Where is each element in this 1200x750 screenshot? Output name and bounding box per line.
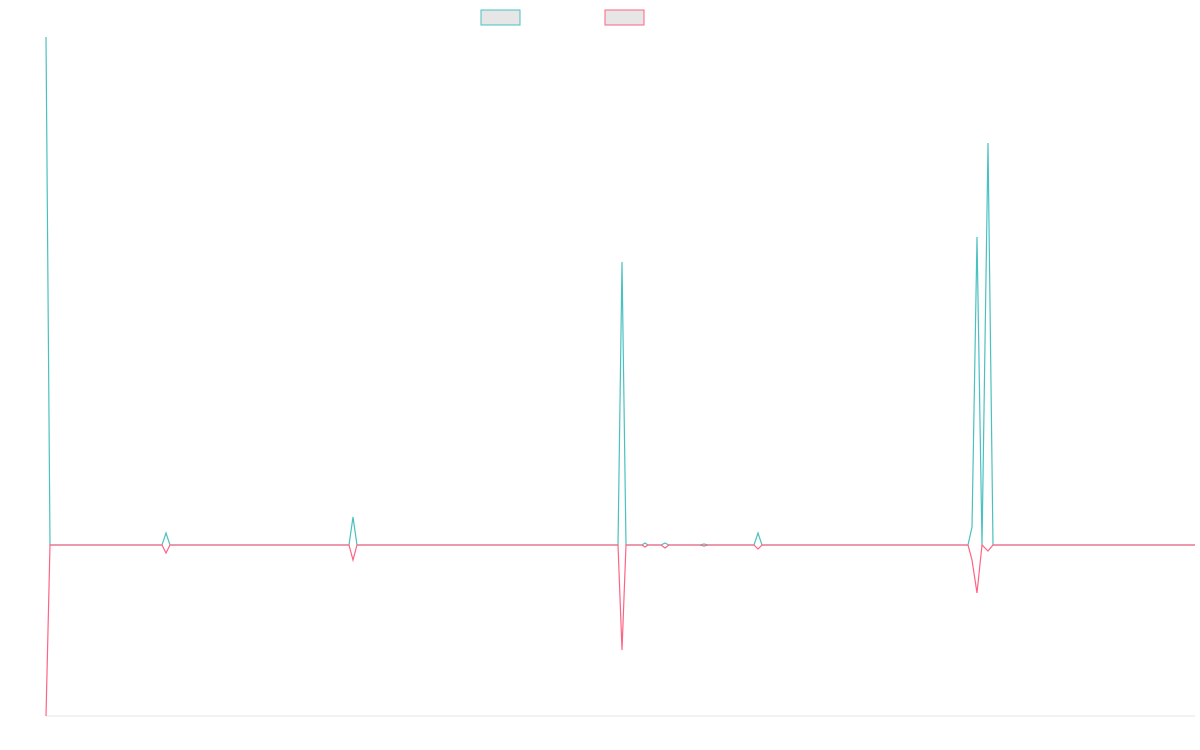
series-line [45, 543, 1195, 717]
legend-swatch [480, 9, 521, 26]
series-line [45, 36, 1195, 546]
legend-swatch [604, 9, 645, 26]
